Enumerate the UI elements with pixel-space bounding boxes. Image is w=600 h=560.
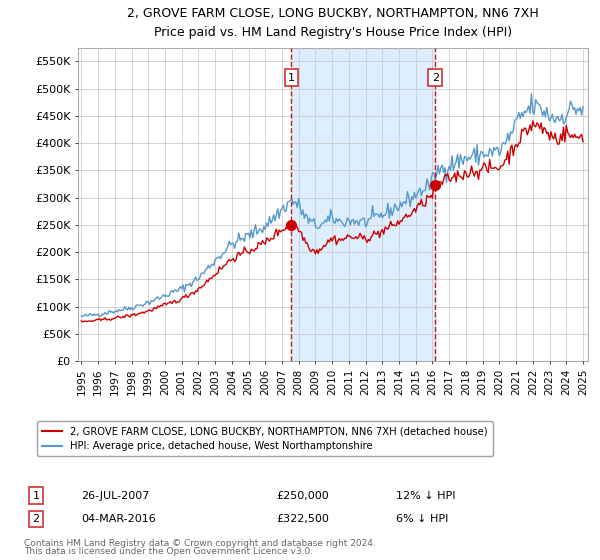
Text: 2: 2	[32, 514, 40, 524]
Text: 04-MAR-2016: 04-MAR-2016	[81, 514, 156, 524]
Text: 6% ↓ HPI: 6% ↓ HPI	[396, 514, 448, 524]
Legend: 2, GROVE FARM CLOSE, LONG BUCKBY, NORTHAMPTON, NN6 7XH (detached house), HPI: Av: 2, GROVE FARM CLOSE, LONG BUCKBY, NORTHA…	[37, 421, 493, 456]
Text: £250,000: £250,000	[276, 491, 329, 501]
Text: 12% ↓ HPI: 12% ↓ HPI	[396, 491, 455, 501]
Text: 2: 2	[432, 73, 439, 82]
Text: £322,500: £322,500	[276, 514, 329, 524]
Bar	[292, 48, 436, 361]
Title: 2, GROVE FARM CLOSE, LONG BUCKBY, NORTHAMPTON, NN6 7XH
Price paid vs. HM Land Re: 2, GROVE FARM CLOSE, LONG BUCKBY, NORTHA…	[127, 7, 539, 40]
Text: 1: 1	[288, 73, 295, 82]
Text: Contains HM Land Registry data © Crown copyright and database right 2024.: Contains HM Land Registry data © Crown c…	[24, 539, 376, 548]
Text: This data is licensed under the Open Government Licence v3.0.: This data is licensed under the Open Gov…	[24, 547, 313, 556]
Text: 26-JUL-2007: 26-JUL-2007	[81, 491, 149, 501]
Text: 1: 1	[32, 491, 40, 501]
